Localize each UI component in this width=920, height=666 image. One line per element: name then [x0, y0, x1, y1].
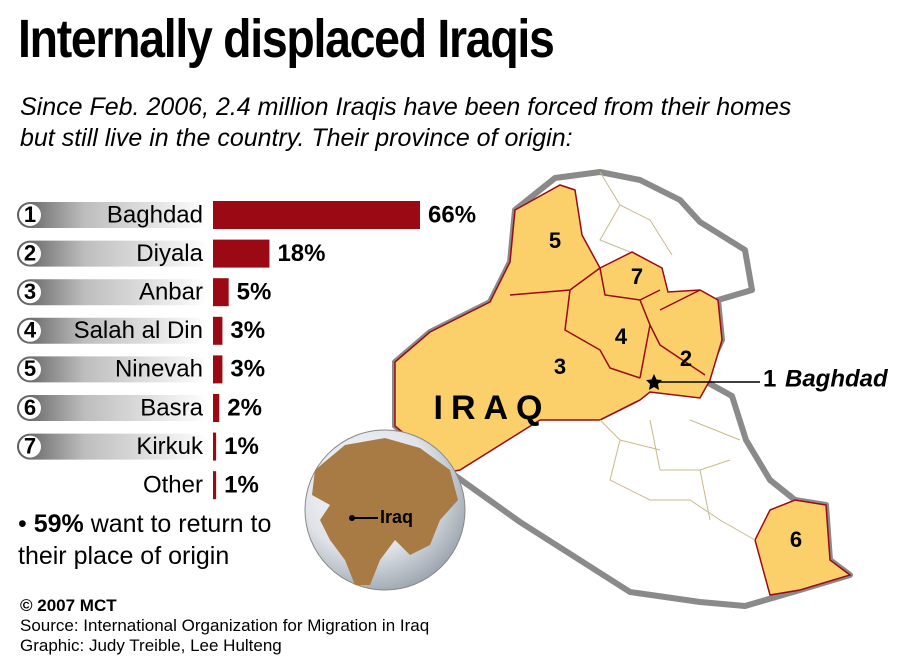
category-label: Baghdad	[107, 201, 203, 228]
province-border	[509, 267, 706, 421]
bar	[213, 432, 217, 461]
province-border	[599, 171, 756, 541]
bar	[213, 278, 229, 307]
capital-label: Baghdad	[785, 365, 889, 392]
rank-pill	[17, 279, 209, 306]
rank-badge	[19, 319, 41, 342]
rank-label: 6	[24, 395, 36, 420]
rank-label: 2	[24, 240, 36, 265]
category-label: Diyala	[136, 240, 203, 267]
rank-badge	[19, 242, 41, 265]
copyright: © 2007 MCT	[20, 596, 117, 615]
note-text: want to return to their place of origin	[18, 510, 272, 570]
rank-label: 3	[24, 279, 36, 304]
value-label: 66%	[428, 201, 476, 228]
bar	[213, 471, 217, 500]
rank-label: 4	[24, 318, 37, 343]
province-number: 7	[631, 264, 643, 289]
rank-badge	[19, 204, 41, 226]
category-label: Other	[143, 472, 203, 499]
note: • 59% want to return to their place of o…	[18, 510, 272, 570]
bar	[213, 239, 270, 268]
value-label: 1%	[224, 472, 259, 499]
rank-pill	[17, 317, 209, 344]
category-label: Basra	[140, 394, 203, 421]
subtitle: Since Feb. 2006, 2.4 million Iraqis have…	[20, 93, 792, 152]
rank-pill	[17, 433, 209, 460]
value-label: 3%	[230, 317, 265, 344]
category-label: Anbar	[139, 279, 203, 306]
capital-rank: 1	[763, 365, 776, 392]
rank-pill	[17, 356, 209, 383]
value-label: 18%	[277, 240, 325, 267]
rank-label: 7	[24, 433, 36, 458]
category-label: Salah al Din	[74, 317, 203, 344]
globe-label: Iraq	[380, 507, 413, 527]
source: Source: International Organization for M…	[20, 616, 430, 635]
province-number: 5	[549, 228, 561, 253]
rank-badge	[19, 281, 41, 304]
bar	[213, 394, 220, 422]
bar	[213, 355, 223, 384]
province-fill	[754, 499, 852, 596]
category-label: Ninevah	[115, 356, 203, 383]
province-number: 4	[615, 324, 628, 349]
bar	[213, 201, 420, 229]
rank-pill	[17, 240, 209, 267]
rank-badge	[19, 358, 41, 381]
province-number: 2	[680, 346, 692, 371]
province-number: 3	[554, 354, 566, 379]
value-label: 5%	[237, 279, 272, 306]
country-label: IRAQ	[434, 389, 551, 427]
rank-label: 1	[24, 202, 36, 227]
value-label: 3%	[230, 356, 265, 383]
graphic-credit: Graphic: Judy Treible, Lee Hulteng	[20, 636, 282, 655]
map	[304, 169, 853, 609]
rank-pill	[17, 202, 209, 228]
globe-dot	[349, 515, 355, 521]
rank-pill	[17, 395, 209, 421]
rank-label: 5	[24, 356, 36, 381]
category-label: Kirkuk	[136, 433, 204, 460]
capital-star	[646, 374, 662, 390]
credits: © 2007 MCT Source: International Organiz…	[20, 596, 429, 656]
value-label: 2%	[227, 394, 262, 421]
value-label: 1%	[224, 433, 259, 460]
bar	[213, 316, 223, 345]
note-highlight: 59%	[33, 510, 84, 538]
title: Internally displaced Iraqis	[18, 9, 555, 69]
globe-land	[312, 438, 458, 585]
province-number: 6	[790, 527, 802, 552]
rank-badge	[19, 397, 41, 419]
rank-badge	[19, 435, 41, 458]
